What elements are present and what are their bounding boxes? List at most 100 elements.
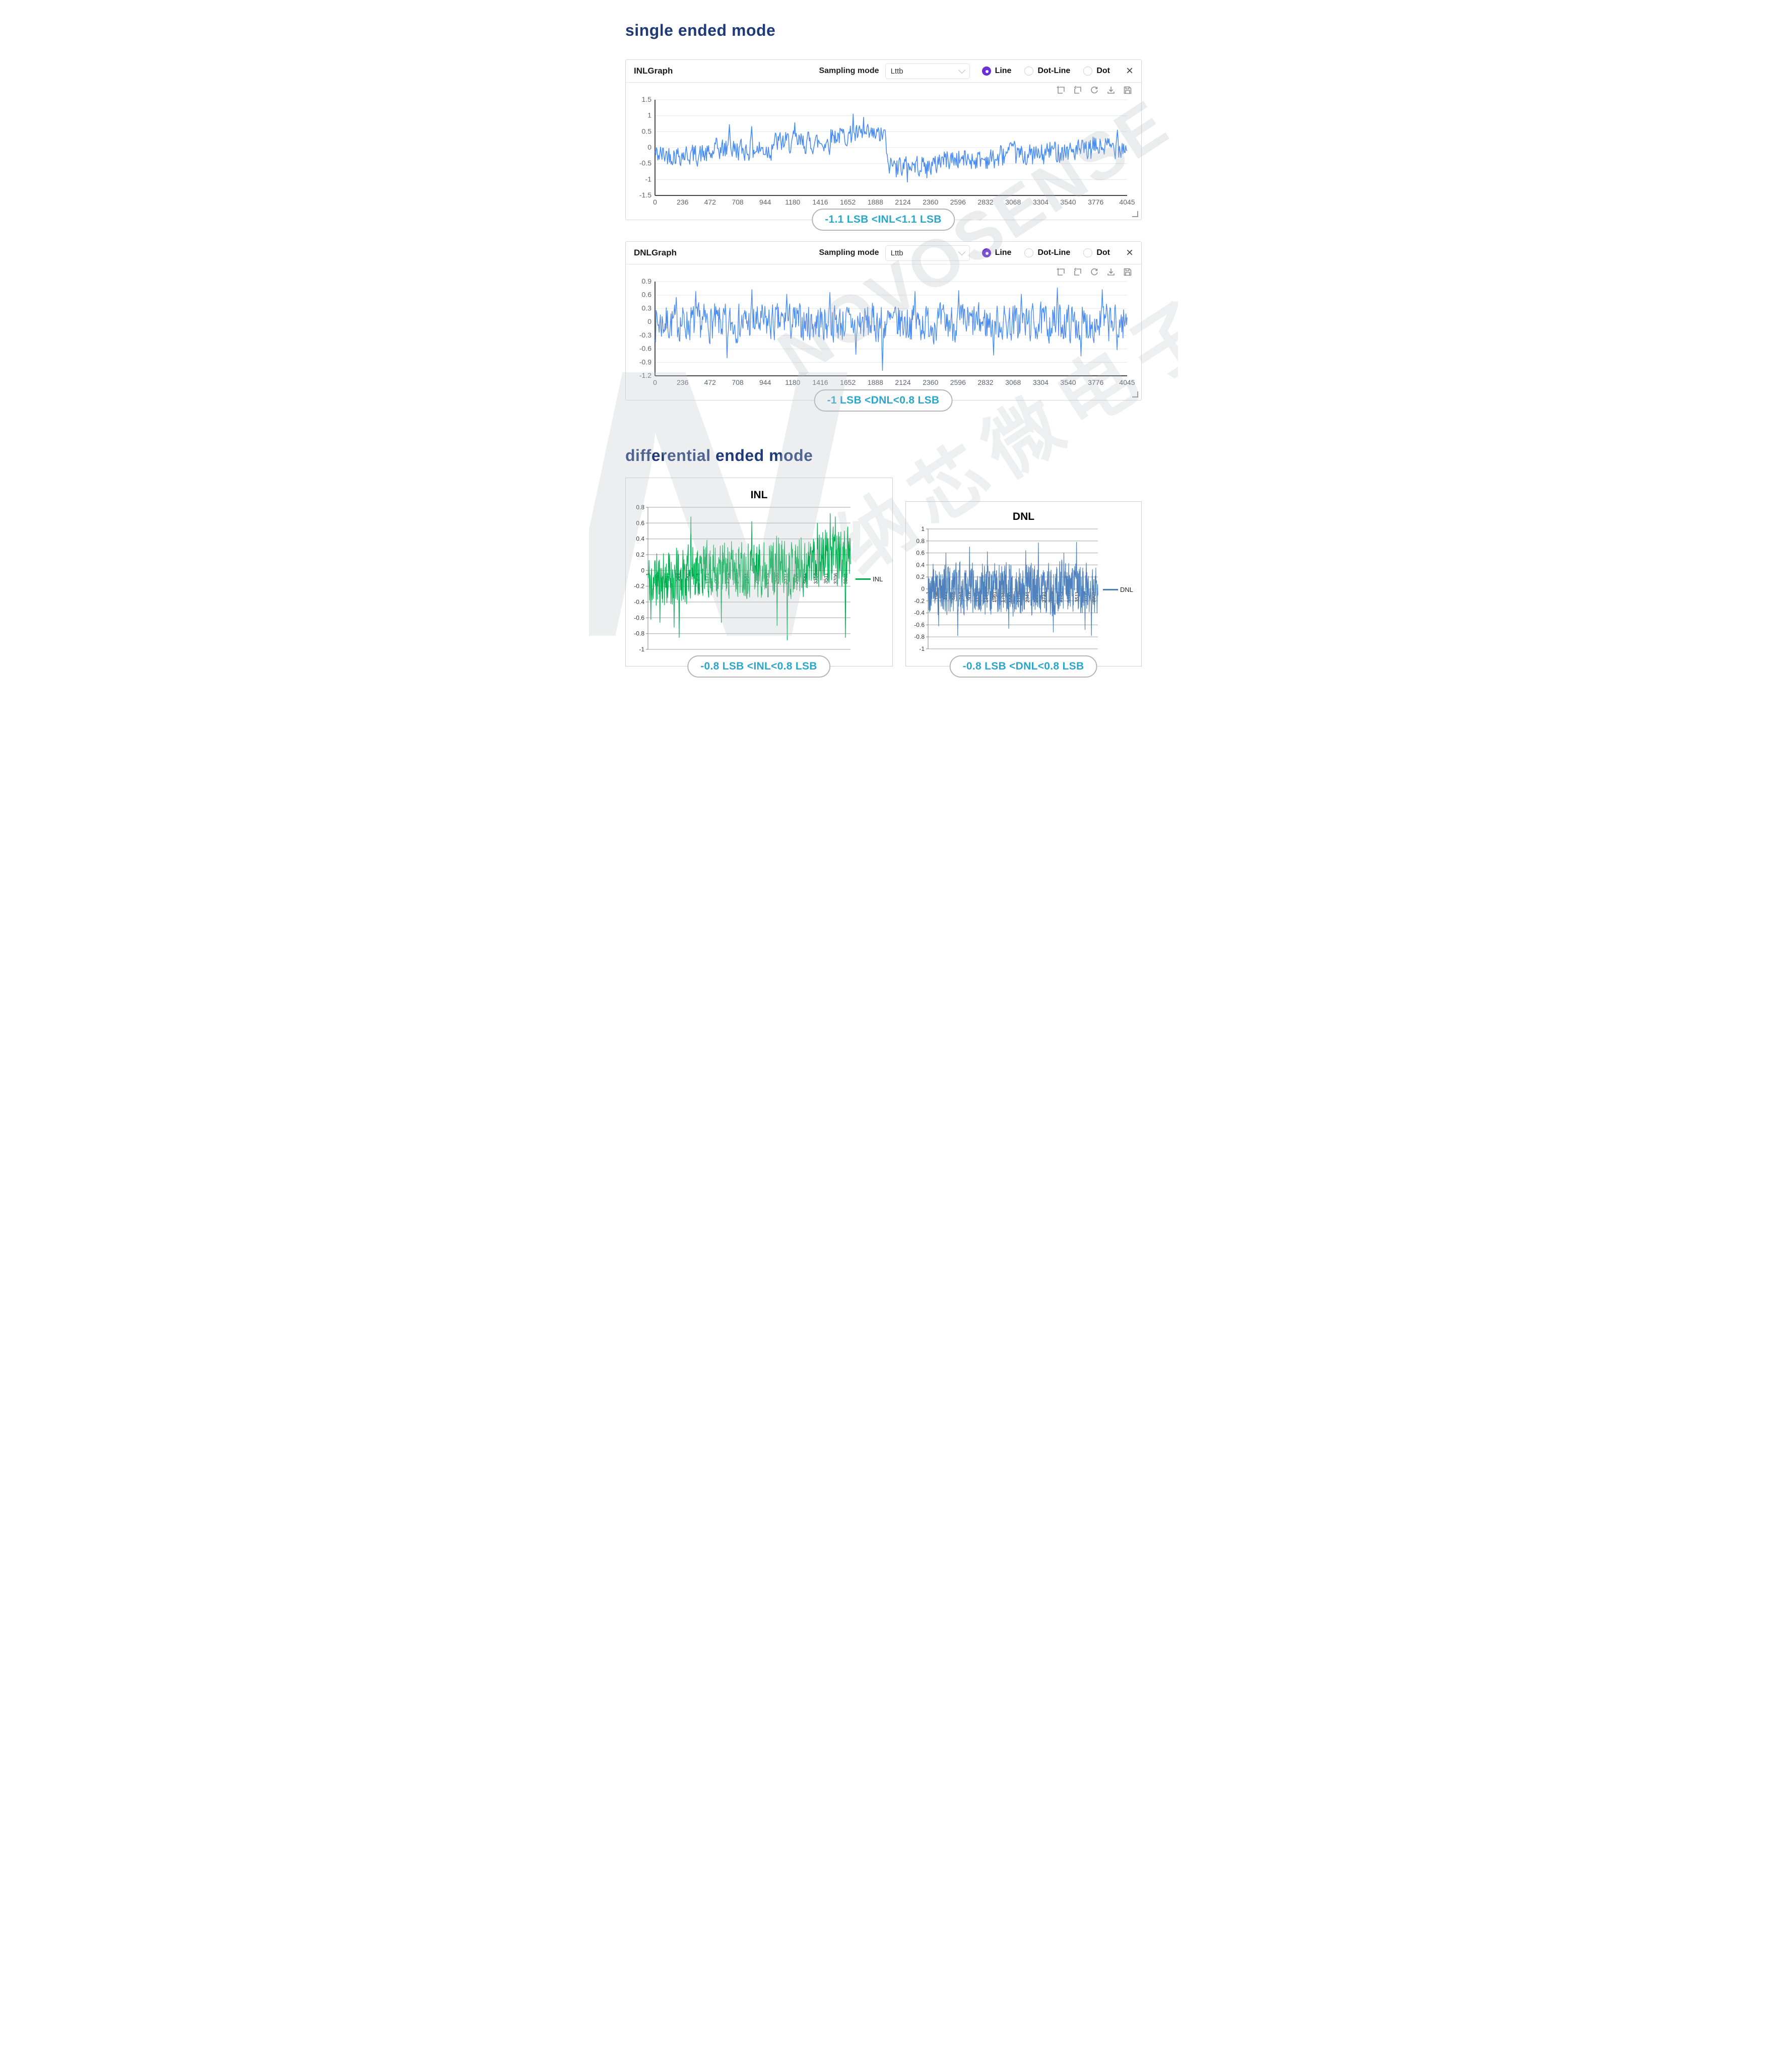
svg-text:1561: 1561 — [992, 591, 998, 603]
download-icon[interactable] — [1106, 268, 1116, 277]
diff-dnl-line-chart: 10.80.60.40.20-0.2-0.4-0.6-0.8-11 196 391 5… — [914, 525, 1098, 652]
svg-text:0.2: 0.2 — [636, 551, 644, 558]
svg-text:3304: 3304 — [1033, 378, 1049, 386]
svg-text:0.3: 0.3 — [642, 304, 652, 312]
svg-text:2731: 2731 — [784, 573, 790, 584]
resize-handle-icon[interactable] — [1132, 211, 1138, 217]
svg-text:2360: 2360 — [923, 198, 938, 206]
svg-text:-1: -1 — [919, 645, 925, 652]
refresh-icon[interactable] — [1090, 268, 1099, 277]
svg-text:0.4: 0.4 — [916, 561, 925, 568]
radio-unselected-icon — [1024, 248, 1034, 257]
resize-handle-icon[interactable] — [1132, 391, 1138, 397]
inl-line-chart[interactable]: 1.510.50-0.5-1-1.50 236 472 708 944 1180 1416 1… — [631, 95, 1135, 219]
svg-text:3540: 3540 — [1060, 198, 1076, 206]
dnl-graph-body: 0.9 0.6 0.3 0 -0.3 -0.6 -0.9 -1.2 0 236 472 708 944 1… — [626, 264, 1141, 402]
svg-text:0.4: 0.4 — [636, 536, 644, 543]
svg-text:236: 236 — [677, 198, 689, 206]
svg-text:-1.2: -1.2 — [639, 371, 651, 379]
chart-title: DNL — [1012, 511, 1035, 522]
refresh-icon[interactable] — [1090, 86, 1099, 95]
dnl-bounds-callout: -1 LSB <DNL<0.8 LSB — [814, 389, 953, 412]
svg-text:3776: 3776 — [1088, 198, 1103, 206]
legend-label: INL — [873, 575, 883, 583]
svg-text:-0.5: -0.5 — [639, 159, 651, 167]
radio-dot-line[interactable]: Dot-Line — [1024, 66, 1070, 76]
inl-graph-panel: INLGraph Sampling mode Lttb Line Dot-Lin… — [625, 59, 1142, 220]
svg-text:0.8: 0.8 — [636, 504, 644, 511]
svg-text:0: 0 — [921, 585, 925, 592]
svg-text:2146: 2146 — [754, 573, 760, 584]
svg-text:3068: 3068 — [1005, 198, 1021, 206]
svg-text:-0.3: -0.3 — [639, 331, 651, 339]
close-icon[interactable]: × — [1126, 64, 1133, 78]
dnl-graph-header: DNLGraph Sampling mode Lttb Line Dot-Lin… — [626, 242, 1141, 264]
sampling-mode-value: Lttb — [890, 248, 903, 257]
radio-dot-line-label: Dot-Line — [1037, 66, 1071, 75]
diff-inl-chart-box: INL 0.8 0.6 0.4 0.2 0 -0.2 -0.4 -0.6 -0.8 -1 1 196 3… — [625, 478, 893, 666]
radio-line[interactable]: Line — [981, 66, 1011, 76]
svg-text:-0.8: -0.8 — [914, 633, 925, 640]
sampling-mode-value: Lttb — [890, 66, 903, 76]
svg-text:1888: 1888 — [868, 198, 883, 206]
close-icon[interactable]: × — [1126, 246, 1133, 259]
sampling-mode-label: Sampling mode — [819, 248, 879, 257]
radio-dot[interactable]: Dot — [1083, 248, 1110, 257]
radio-unselected-icon — [1024, 66, 1034, 76]
svg-text:3776: 3776 — [1088, 378, 1103, 386]
zoom-box-icon[interactable] — [1057, 86, 1066, 95]
plot-style-radio-group: Line Dot-Line Dot — [981, 248, 1110, 257]
sampling-mode-select[interactable]: Lttb — [885, 63, 970, 79]
inl-bounds-callout: -1.1 LSB <INL<1.1 LSB — [812, 209, 955, 231]
svg-text:-0.9: -0.9 — [639, 358, 651, 366]
svg-text:472: 472 — [704, 198, 716, 206]
radio-line[interactable]: Line — [981, 248, 1011, 257]
dnl-line-chart[interactable]: 0.90.60.30-0.3-0.6-0.9-1.20 236 472 708 944 1… — [631, 277, 1135, 399]
svg-text:-1.5: -1.5 — [639, 191, 651, 199]
chart-toolbar — [631, 85, 1136, 96]
svg-text:2146: 2146 — [1017, 591, 1022, 603]
svg-text:2124: 2124 — [895, 378, 910, 386]
radio-selected-icon — [981, 248, 991, 257]
svg-text:976: 976 — [967, 591, 973, 600]
svg-text:708: 708 — [732, 198, 744, 206]
svg-text:708: 708 — [732, 378, 744, 386]
svg-text:-1: -1 — [639, 646, 644, 653]
panel-title: DNLGraph — [634, 248, 677, 257]
svg-text:944: 944 — [759, 198, 771, 206]
radio-dot[interactable]: Dot — [1083, 66, 1110, 76]
svg-text:3304: 3304 — [1033, 198, 1049, 206]
svg-text:944: 944 — [759, 378, 771, 386]
legend-label: DNL — [1120, 585, 1134, 593]
svg-text:0.5: 0.5 — [642, 127, 652, 135]
svg-text:1: 1 — [921, 525, 925, 532]
svg-text:3511: 3511 — [823, 573, 829, 584]
save-icon[interactable] — [1123, 268, 1132, 277]
sampling-mode-select[interactable]: Lttb — [885, 245, 970, 261]
radio-unselected-icon — [1083, 248, 1093, 257]
diff-dnl-bounds-callout: -0.8 LSB <DNL<0.8 LSB — [949, 655, 1097, 678]
chart-toolbar — [631, 266, 1136, 278]
svg-text:0: 0 — [641, 567, 644, 574]
save-icon[interactable] — [1123, 86, 1132, 95]
svg-text:1.5: 1.5 — [642, 96, 652, 103]
inl-graph-header: INLGraph Sampling mode Lttb Line Dot-Lin… — [626, 60, 1141, 83]
restore-box-icon[interactable] — [1073, 86, 1082, 95]
svg-text:1180: 1180 — [785, 198, 800, 206]
svg-text:1888: 1888 — [868, 378, 883, 386]
restore-box-icon[interactable] — [1073, 268, 1082, 277]
chart-title: INL — [750, 489, 768, 501]
svg-text:0: 0 — [647, 317, 651, 325]
svg-text:3540: 3540 — [1060, 378, 1076, 386]
radio-unselected-icon — [1083, 66, 1093, 76]
svg-text:-0.6: -0.6 — [639, 345, 651, 353]
svg-text:-0.4: -0.4 — [634, 598, 644, 606]
svg-text:0: 0 — [647, 143, 651, 151]
download-icon[interactable] — [1106, 86, 1116, 95]
zoom-box-icon[interactable] — [1057, 268, 1066, 277]
radio-dot-line[interactable]: Dot-Line — [1024, 248, 1070, 257]
panel-title: INLGraph — [634, 66, 673, 76]
svg-text:1561: 1561 — [725, 573, 730, 584]
chevron-down-icon — [958, 66, 965, 74]
svg-text:2596: 2596 — [950, 198, 966, 206]
